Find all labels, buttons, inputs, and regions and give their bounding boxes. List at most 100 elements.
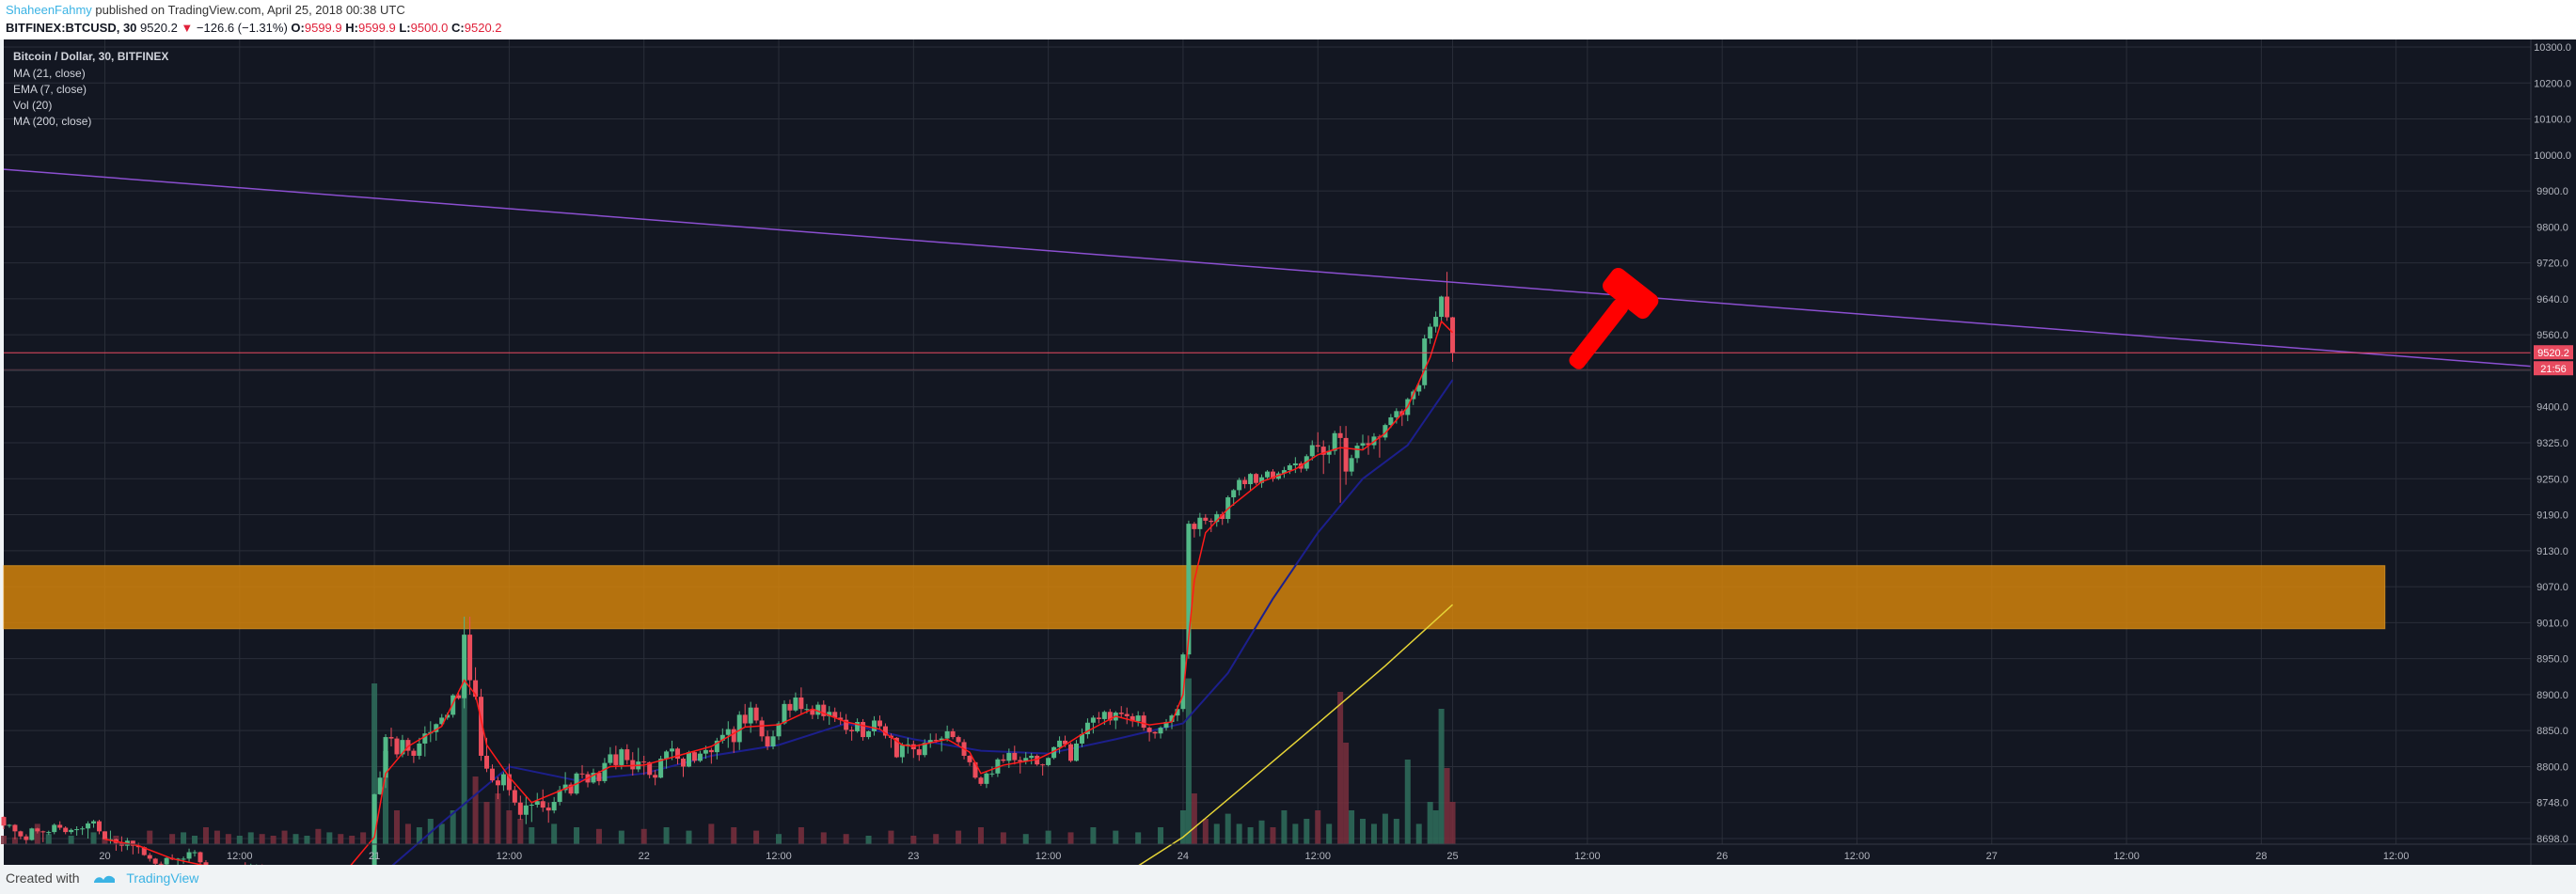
price-tick-label: 10200.0 [2534,78,2571,89]
candle-body [450,695,456,715]
candle-body [922,743,927,756]
author-link[interactable]: ShaheenFahmy [6,3,92,17]
candle-body [855,721,861,731]
candle-body [1035,755,1040,765]
candle-body [1124,714,1130,716]
volume-bar [1315,810,1321,844]
volume-bar [1360,819,1367,844]
price-tag: 9520.2 21:56 [2534,345,2573,376]
candle-body [1332,432,1337,451]
ema7-path [104,320,1454,865]
candle-body [467,635,473,681]
time-tick-label: 12:00 [497,851,523,862]
volume-bar [236,836,243,844]
open-label: O: [291,21,305,35]
candle-body [624,749,630,761]
candle-body [40,831,46,833]
candle-body [944,730,950,739]
candle-body [742,714,748,724]
candle-body [1186,524,1192,655]
candle-body [1450,317,1456,353]
candle-body [664,751,670,760]
volume-bar [1213,823,1220,844]
candle-body [1292,463,1298,465]
volume-bar [1270,827,1276,844]
price-axis[interactable]: 8698.0 8748.0 8800.0 8850.0 8900.0 8950.0 9010… [2534,42,2571,845]
candle-body [484,755,490,769]
candle-body [1163,721,1169,729]
volume-bar [169,834,176,844]
candle-body [927,740,933,744]
volume-bar [933,834,940,844]
volume-bar [1202,819,1209,844]
candle-body [479,697,484,756]
candle-body [80,828,86,830]
candle-body [1079,734,1084,744]
candle-body [203,862,209,865]
candle-body [1248,474,1254,485]
legend-ema7[interactable]: EMA (7, close) [13,83,87,96]
candle-body [978,777,984,784]
candle-body [1343,437,1349,472]
volume-bar [798,827,804,844]
candle-body [765,736,770,747]
candle-body [400,740,405,755]
candle-body [12,824,18,832]
volume-bar [292,834,299,844]
trendline-path [3,168,2532,368]
candle-body [782,703,787,724]
candle-body [1309,445,1315,457]
volume-bar [529,827,535,844]
candle-body [1068,744,1074,761]
volume-bar [225,834,231,844]
volume-bar [270,836,277,844]
trendline[interactable] [3,168,2532,368]
candle-body [562,784,568,791]
legend-ma200[interactable]: MA (200, close) [13,115,91,128]
candle-body [877,720,882,727]
time-tick-label: 26 [1716,851,1728,862]
candle-body [1281,470,1287,474]
volume-bar [888,830,894,844]
candle-body [658,759,664,778]
indicator-legend: Bitcoin / Dollar, 30, BITFINEX MA (21, c… [13,50,168,128]
price-tick-label: 9800.0 [2536,222,2568,233]
high-label: H: [345,21,358,35]
volume-bar [1281,810,1288,844]
low-value: 9500.0 [410,21,449,35]
price-chart[interactable]: Bitcoin / Dollar, 30, BITFINEX MA (21, c… [0,39,2576,865]
ohlc-line: BITFINEX:BTCUSD, 30 9520.2 ▼ −126.6 (−1.… [6,21,502,35]
time-tick-label: 12:00 [2383,851,2410,862]
tradingview-link[interactable]: TradingView [126,870,199,886]
candle-body [1057,740,1063,747]
candle-body [1146,728,1152,732]
volume-bar [349,836,356,844]
volume-bar [517,819,524,844]
low-label: L: [399,21,411,35]
candle-body [1175,709,1180,716]
time-axis[interactable]: 20 12:00 21 12:00 22 12:00 23 12:00 24 12:00 25 12:… [99,851,2409,862]
volume-bar [865,836,872,844]
candle-body [703,749,708,754]
volume-bar [1045,830,1051,844]
candle-body [1231,490,1237,498]
countdown-tag-box [2534,361,2573,376]
legend-ma21[interactable]: MA (21, close) [13,67,86,80]
candle-body [1001,759,1006,761]
volume-bar [1382,813,1388,844]
candle-body [686,752,691,767]
candle-body [832,712,838,718]
volume-bar [1370,823,1377,844]
volume-bar [315,828,322,844]
ma200-path [1138,604,1454,865]
candle-body [506,774,512,791]
volume-bar [1113,830,1119,844]
candle-body [591,773,596,783]
candle-body [1360,443,1366,447]
price-tick-label: 10100.0 [2534,115,2571,126]
volume-bar [259,834,265,844]
resistance-zone[interactable] [3,565,2386,630]
volume-bar [663,827,670,844]
legend-volume[interactable]: Vol (20) [13,99,52,112]
candle-body [995,759,1001,774]
